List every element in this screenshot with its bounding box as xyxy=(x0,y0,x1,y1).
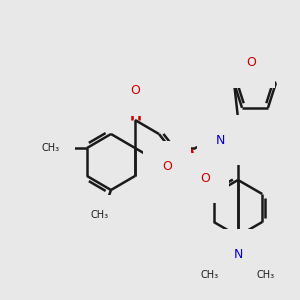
Text: O: O xyxy=(246,56,256,70)
Text: CH₃: CH₃ xyxy=(91,210,109,220)
Text: CH₃: CH₃ xyxy=(257,270,275,280)
Text: O: O xyxy=(130,85,140,98)
Text: N: N xyxy=(215,134,225,146)
Text: CH₃: CH₃ xyxy=(42,143,60,153)
Text: O: O xyxy=(162,160,172,172)
Text: N: N xyxy=(233,248,243,260)
Text: CH₃: CH₃ xyxy=(201,270,219,280)
Text: O: O xyxy=(200,172,210,184)
